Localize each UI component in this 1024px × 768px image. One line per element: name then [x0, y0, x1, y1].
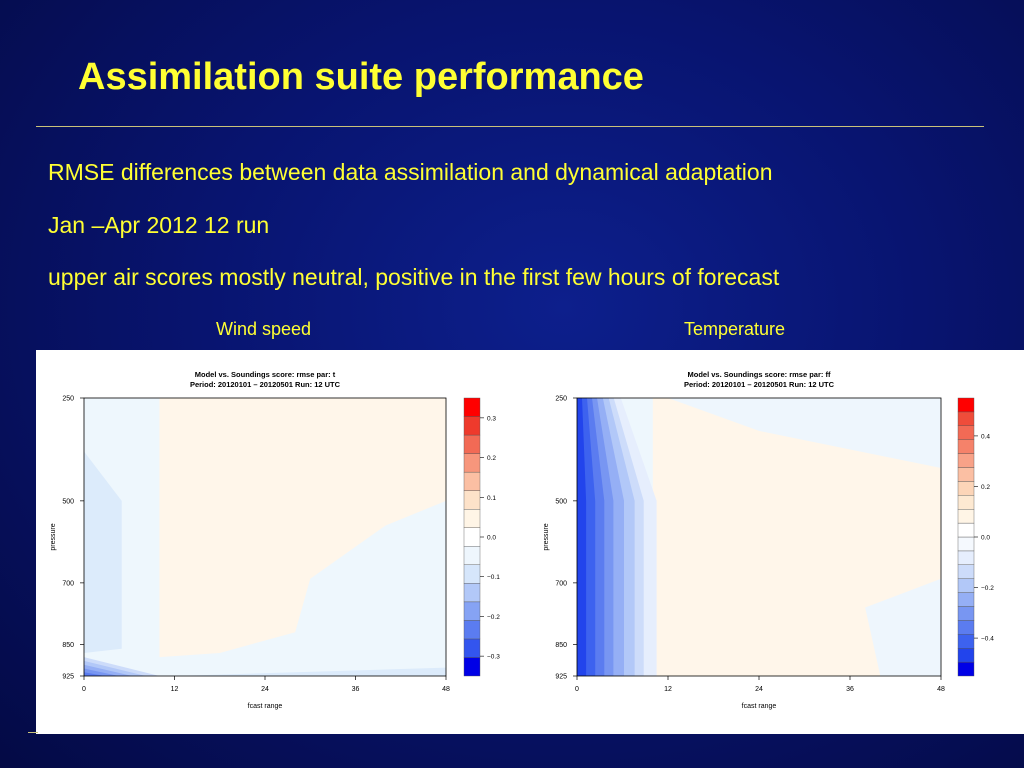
y-tick-label: 250	[555, 396, 567, 403]
colorbar-swatch	[957, 648, 975, 663]
y-tick-label: 250	[62, 396, 74, 403]
colorbar-swatch	[463, 583, 481, 603]
x-axis-label: fcast range	[742, 703, 777, 710]
colorbar-swatch	[463, 527, 481, 547]
y-tick-label: 850	[62, 642, 74, 649]
colorbar-swatch	[957, 550, 975, 565]
colorbar-swatch	[463, 638, 481, 658]
x-tick-label: 48	[442, 686, 450, 693]
y-tick-label: 500	[62, 498, 74, 505]
bottom-rule	[28, 732, 38, 733]
colorbar-label: 0.1	[487, 495, 496, 502]
chart-title-line2: Period: 20120101 – 20120501 Run: 12 UTC	[190, 380, 341, 389]
field-negative-upper	[668, 398, 941, 468]
colorbar-label: −0.2	[487, 614, 500, 621]
x-tick-label: 0	[82, 686, 86, 693]
x-tick-label: 48	[937, 686, 945, 693]
bullet-period: Jan –Apr 2012 12 run	[48, 212, 270, 238]
x-tick-label: 0	[575, 686, 579, 693]
colorbar-swatch	[957, 634, 975, 649]
colorbar-swatch	[957, 411, 975, 427]
bullet-summary: upper air scores mostly neutral, positiv…	[48, 264, 780, 290]
field-negative-band	[577, 398, 587, 676]
x-tick-label: 36	[846, 686, 854, 693]
chart-title-line2: Period: 20120101 – 20120501 Run: 12 UTC	[684, 380, 835, 389]
colorbar-label: −0.4	[981, 636, 994, 643]
colorbar-label: 0.0	[487, 535, 496, 542]
colorbar-label: 0.4	[981, 433, 990, 440]
y-tick-label: 925	[555, 674, 567, 681]
y-axis-label: pressure	[50, 523, 57, 550]
colorbar-label: 0.3	[487, 415, 496, 422]
colorbar-swatch	[957, 453, 975, 468]
colorbar-swatch	[957, 522, 975, 538]
field-neutral-positive	[159, 398, 446, 658]
figure-container: Model vs. Soundings score: rmse par: t Pe…	[36, 350, 1024, 734]
colorbar-label: 0.2	[981, 484, 990, 491]
colorbar-swatch	[957, 606, 975, 621]
chart-title-line1: Model vs. Soundings score: rmse par: ff	[688, 370, 831, 379]
colorbar-swatch	[463, 453, 481, 473]
colorbar-swatch	[463, 471, 481, 491]
colorbar-swatch	[957, 495, 975, 510]
colorbar-swatch	[957, 481, 975, 496]
colorbar-swatch	[957, 592, 975, 607]
y-tick-label: 700	[555, 580, 567, 587]
colorbar-label: −0.3	[487, 654, 500, 661]
colorbar-label: 0.0	[981, 535, 990, 542]
colorbar-swatch	[463, 434, 481, 454]
colorbar-swatch	[957, 661, 975, 677]
heatmap-figure: Model vs. Soundings score: rmse par: tPe…	[50, 370, 994, 710]
bullet-rmse-differences: RMSE differences between data assimilati…	[48, 159, 773, 185]
panel-label-wind-speed: Wind speed	[216, 319, 312, 339]
colorbar-swatch	[463, 416, 481, 436]
y-tick-label: 925	[62, 674, 74, 681]
y-tick-label: 850	[555, 642, 567, 649]
colorbar-swatch	[957, 467, 975, 482]
colorbar-label: 0.2	[487, 455, 496, 462]
y-tick-label: 500	[555, 498, 567, 505]
x-tick-label: 24	[755, 686, 763, 693]
field-negative-band	[84, 451, 122, 653]
colorbar-swatch	[463, 397, 481, 417]
colorbar-swatch	[957, 620, 975, 635]
colorbar-swatch	[957, 439, 975, 454]
colorbar-swatch	[957, 508, 975, 524]
colorbar-swatch	[463, 546, 481, 565]
colorbar-swatch	[463, 564, 481, 584]
title-divider	[36, 126, 984, 127]
y-axis-label: pressure	[543, 523, 550, 550]
x-tick-label: 24	[261, 686, 269, 693]
colorbar-swatch	[957, 397, 975, 413]
x-tick-label: 12	[664, 686, 672, 693]
colorbar-swatch	[463, 490, 481, 510]
colorbar-swatch	[463, 508, 481, 528]
chart-title-line1: Model vs. Soundings score: rmse par: t	[195, 370, 336, 379]
colorbar-swatch	[957, 536, 975, 552]
colorbar-swatch	[957, 425, 975, 440]
x-tick-label: 36	[352, 686, 360, 693]
panel-label-temperature: Temperature	[684, 319, 786, 339]
slide-title: Assimilation suite performance	[78, 56, 644, 98]
colorbar-swatch	[463, 657, 481, 677]
colorbar-swatch	[957, 578, 975, 593]
y-tick-label: 700	[62, 580, 74, 587]
field-negative-lower	[865, 578, 941, 676]
colorbar-swatch	[957, 564, 975, 579]
colorbar-label: −0.2	[981, 585, 994, 592]
x-tick-label: 12	[171, 686, 179, 693]
colorbar-swatch	[463, 620, 481, 640]
x-axis-label: fcast range	[248, 703, 283, 710]
colorbar-swatch	[463, 601, 481, 621]
colorbar-label: −0.1	[487, 574, 500, 581]
